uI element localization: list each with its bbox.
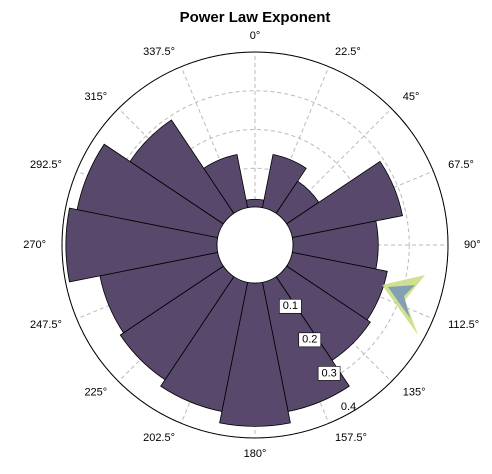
theta-tick-label: 202.5° — [143, 432, 175, 444]
theta-tick-label: 157.5° — [335, 432, 367, 444]
theta-tick-label: 247.5° — [30, 319, 62, 331]
theta-tick-label: 225° — [84, 387, 107, 399]
theta-tick-label: 315° — [84, 91, 107, 103]
theta-tick-label: 90° — [464, 239, 481, 251]
theta-tick-label: 22.5° — [335, 46, 361, 58]
decoration — [382, 275, 425, 335]
theta-tick-label: 0° — [250, 30, 261, 42]
outer-ring — [61, 51, 449, 439]
grid-spoke — [281, 108, 392, 219]
theta-tick-label: 180° — [244, 448, 267, 460]
r-tick-label: 0.2 — [302, 334, 317, 346]
r-tick-box — [298, 332, 322, 348]
theta-tick-label: 337.5° — [143, 46, 175, 58]
theta-tick-label: 112.5° — [448, 319, 479, 331]
grid-spoke — [180, 66, 241, 211]
r-tick-label: 0.3 — [321, 367, 336, 379]
r-tick-label: 0.4 — [341, 401, 356, 413]
theta-tick-label: 292.5° — [30, 159, 62, 171]
chart-title: Power Law Exponent — [180, 9, 331, 26]
center-hole — [216, 206, 294, 284]
theta-tick-label: 45° — [403, 91, 420, 103]
bar — [245, 198, 265, 209]
r-tick-box — [279, 298, 302, 314]
r-tick-label: 0.1 — [283, 300, 298, 312]
r-tick-box — [317, 366, 341, 381]
theta-tick-label: 135° — [403, 387, 426, 399]
theta-tick-label: 270° — [23, 239, 46, 251]
grid-spoke — [269, 66, 330, 211]
theta-tick-label: 67.5° — [448, 159, 474, 171]
